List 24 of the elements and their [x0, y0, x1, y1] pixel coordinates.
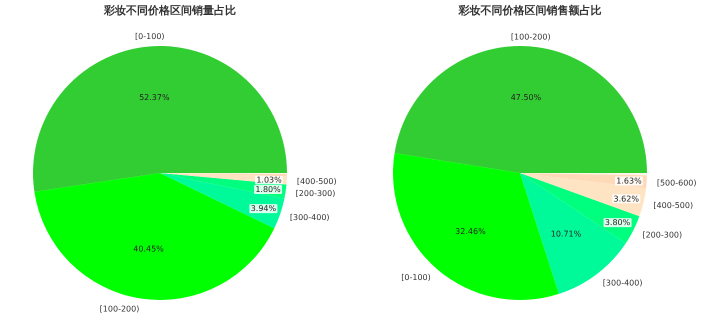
slice-label: [0-100) — [135, 32, 165, 42]
slice-label: [100-200) — [510, 32, 551, 42]
slice-label: [400-500) — [296, 176, 337, 186]
data-label: 3.94% — [250, 204, 277, 214]
slice-label: [300-400) — [602, 278, 642, 288]
slice-label: [100-200) — [100, 304, 140, 314]
slice-label: [0-100) — [401, 273, 431, 282]
slice-label: [500-600) — [656, 178, 697, 188]
chart-title: 彩妆不同价格区间销量占比 — [103, 4, 236, 17]
data-label: 47.50% — [510, 93, 542, 102]
data-label: 1.80% — [255, 185, 282, 194]
slice-label: [300-400) — [290, 213, 330, 222]
data-label: 10.71% — [550, 230, 582, 239]
slice-label: [400-500) — [653, 200, 694, 210]
slice-label: [200-300) — [296, 189, 336, 198]
data-label: 1.63% — [616, 176, 642, 186]
slice-label: [200-300) — [642, 230, 682, 240]
data-label: 40.45% — [133, 244, 164, 254]
data-label: 3.62% — [614, 194, 640, 204]
chart-title: 彩妆不同价格区间销售额占比 — [458, 4, 602, 17]
data-label: 1.03% — [256, 175, 282, 184]
data-label: 3.80% — [604, 218, 631, 228]
data-label: 32.46% — [455, 226, 486, 236]
data-label: 52.37% — [139, 93, 170, 102]
